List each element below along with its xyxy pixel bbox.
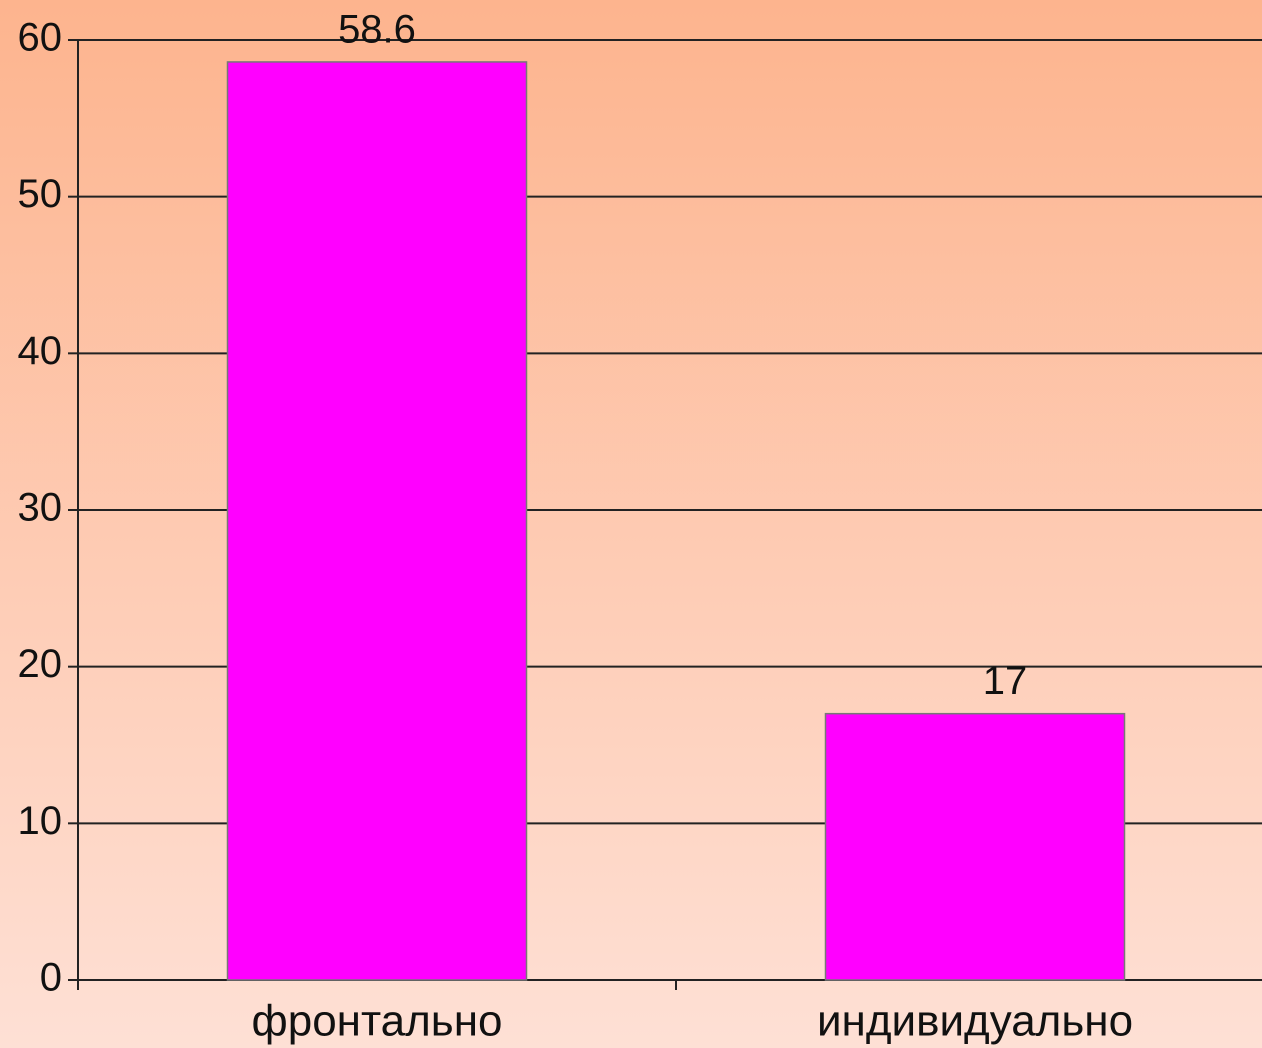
value-label: 17 bbox=[983, 659, 1028, 703]
x-tick-label: индивидуально bbox=[817, 997, 1133, 1046]
value-label: 58.6 bbox=[338, 7, 416, 51]
x-tick-label: фронтально bbox=[252, 997, 503, 1046]
y-tick-label: 50 bbox=[18, 172, 63, 216]
bar bbox=[226, 61, 528, 981]
y-tick-label: 40 bbox=[18, 329, 63, 373]
bar bbox=[824, 712, 1126, 981]
y-tick-label: 0 bbox=[40, 956, 62, 1000]
y-tick-label: 30 bbox=[18, 486, 63, 530]
y-tick-label: 60 bbox=[18, 16, 63, 60]
y-tick-label: 20 bbox=[18, 642, 63, 686]
y-tick-label: 10 bbox=[18, 799, 63, 843]
